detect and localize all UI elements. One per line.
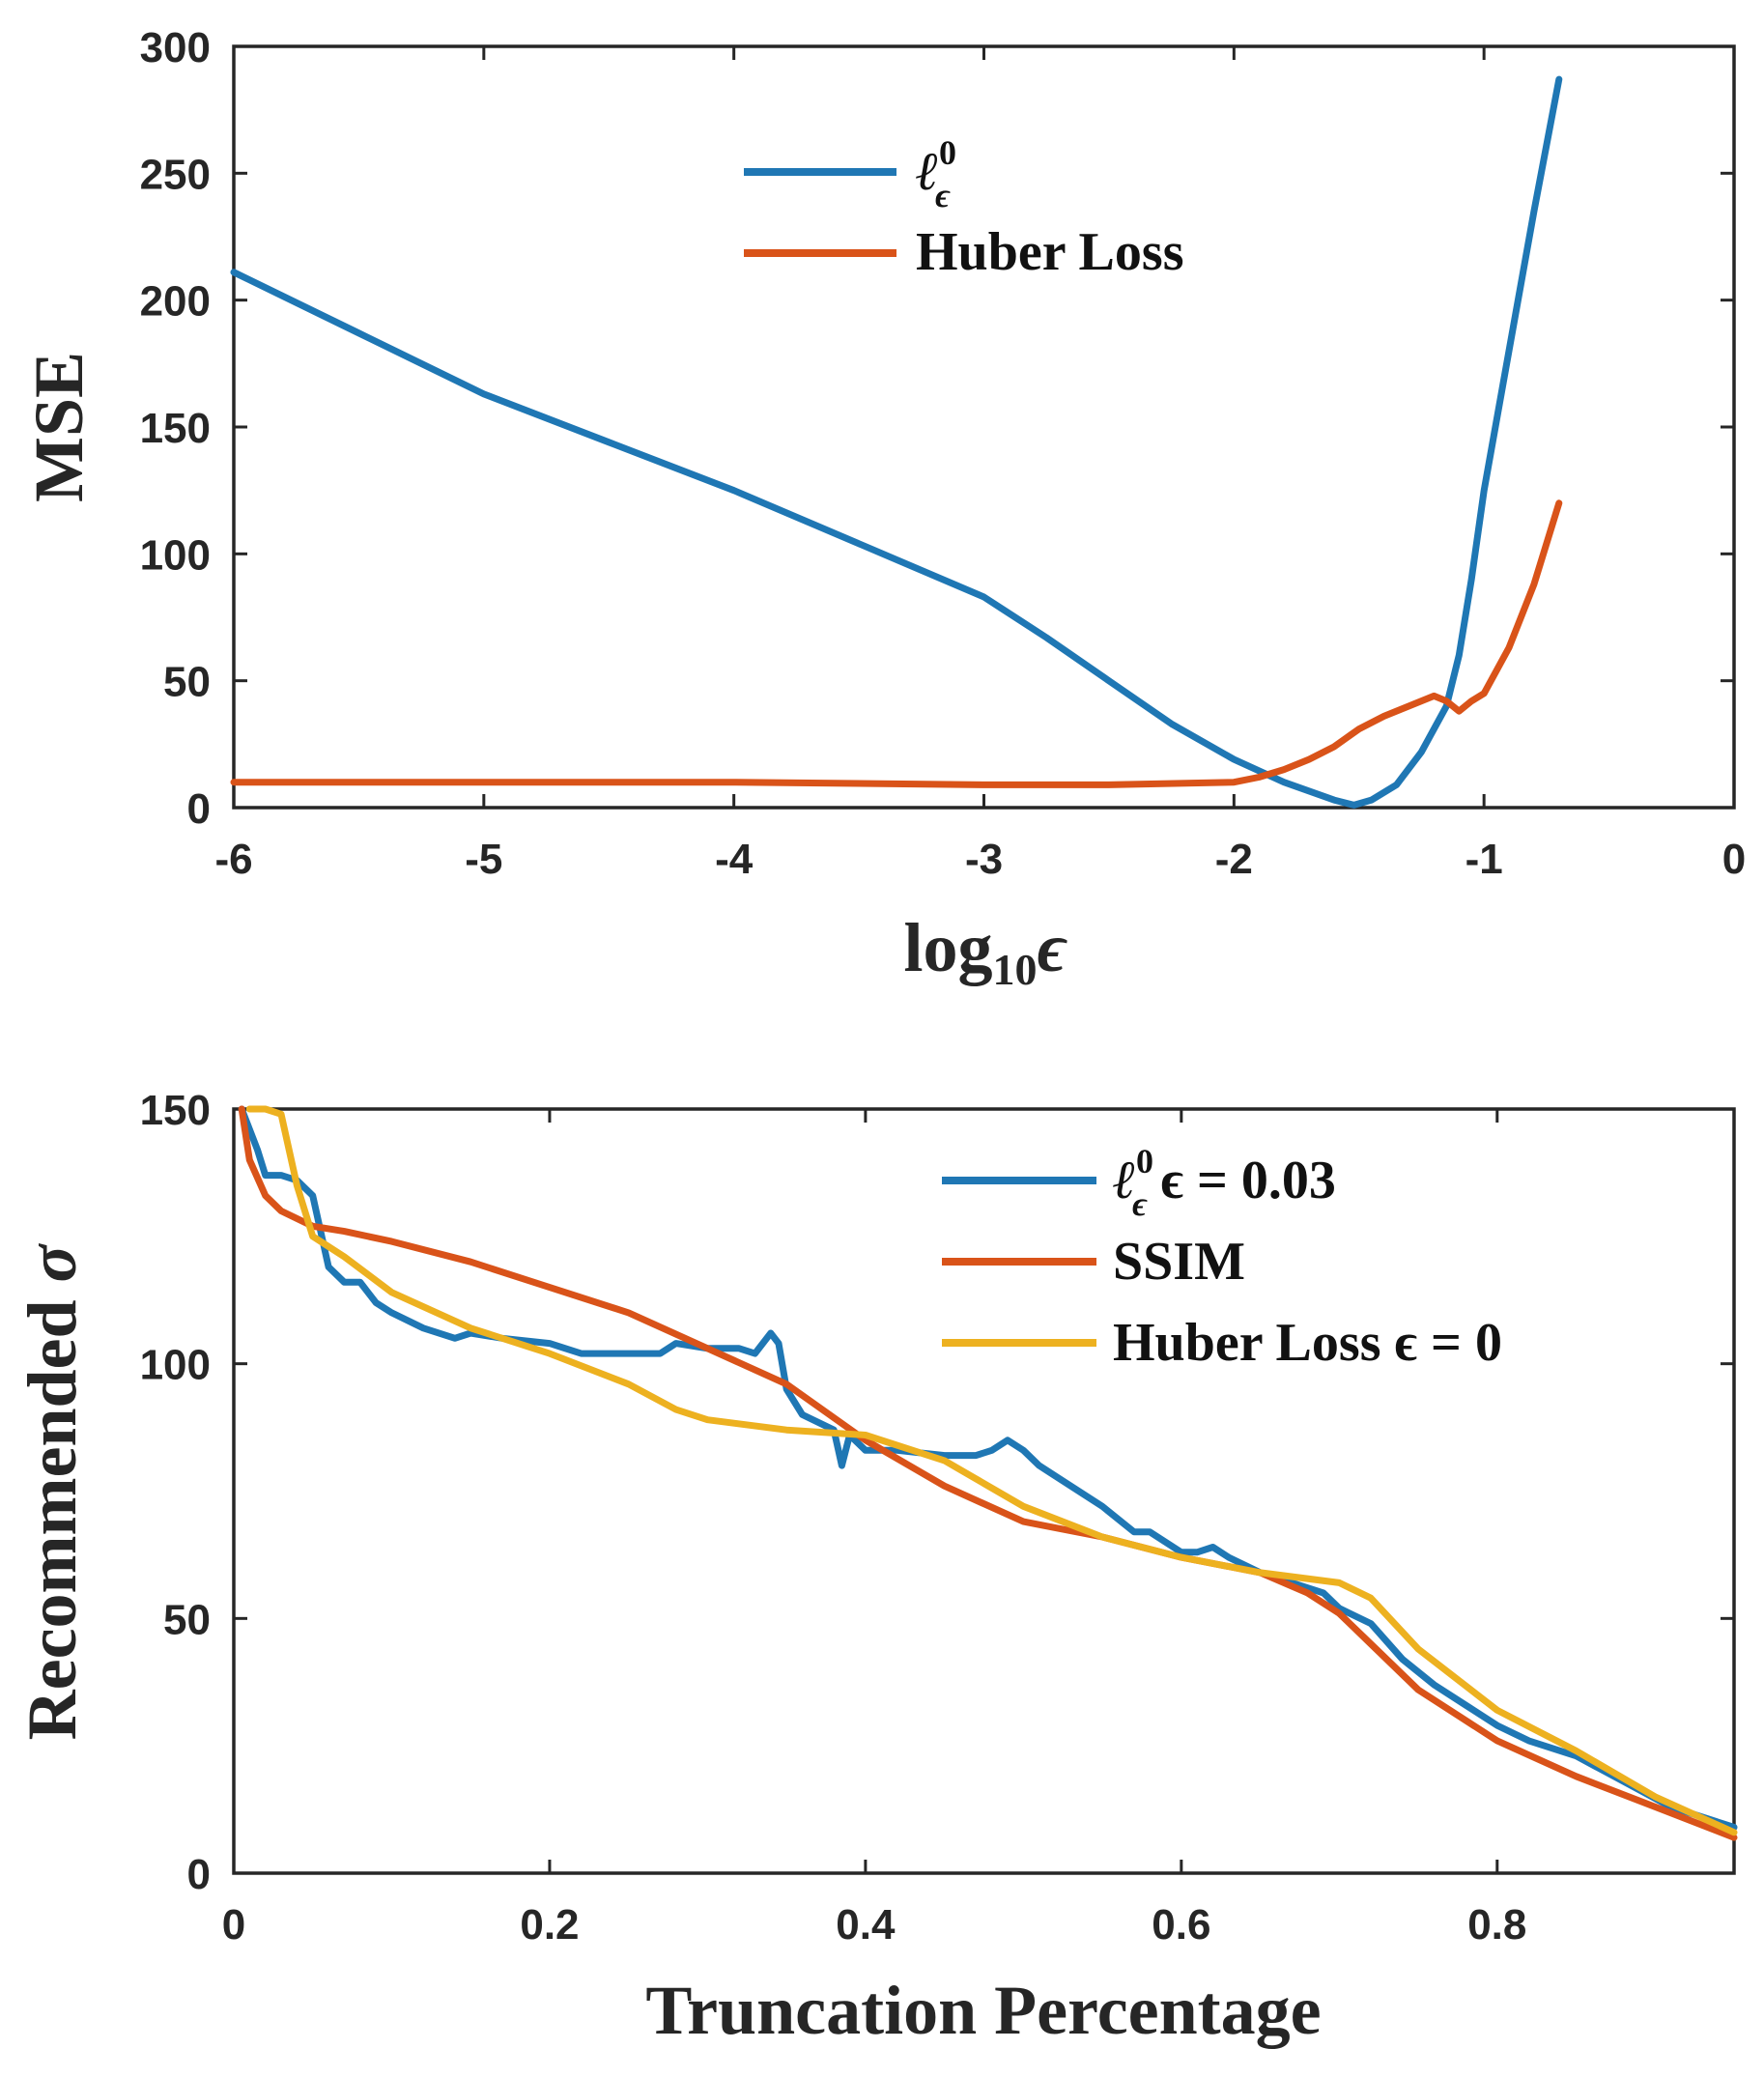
bottom-xtick-label: 0.4	[836, 1901, 896, 1949]
top-legend: ℓ0 ϵ Huber Loss	[744, 133, 1183, 282]
top-xtick-label: -3	[965, 836, 1003, 883]
top-ytick-label: 0	[187, 785, 211, 833]
legend-label-l0-eps: ℓ0 ϵ ϵ = 0.03	[1113, 1142, 1336, 1223]
bottom-axes-box	[232, 1107, 1736, 1875]
bottom-ytick-label: 0	[187, 1851, 211, 1898]
top-series-line-1	[230, 499, 1563, 788]
bottom-ticks: 0 0.2 0.4 0.6 0.8 0 50 100 150	[140, 1087, 1734, 1949]
bottom-series-line-2	[245, 1105, 1738, 1836]
top-x-axis-label: log10ϵ	[904, 909, 1068, 994]
top-xtick-label: -2	[1215, 836, 1253, 883]
top-xtick-label: 0	[1722, 836, 1746, 883]
bottom-xtick-label: 0.8	[1467, 1901, 1526, 1949]
bottom-series-line-0	[238, 1105, 1738, 1831]
bottom-series	[238, 1105, 1738, 1841]
top-series	[230, 75, 1563, 809]
bottom-ytick-label: 150	[140, 1087, 211, 1134]
chart-top: -6 -5 -4 -3 -2 -1 0 0 50 100 150 200 250 300 MSE log1…	[20, 24, 1746, 994]
top-xtick-label: -4	[715, 836, 754, 883]
top-y-axis-label: MSE	[20, 352, 98, 502]
bottom-legend: ℓ0 ϵ ϵ = 0.03 SSIM Huber Loss ϵ = 0	[942, 1142, 1502, 1373]
top-ytick-label: 50	[163, 659, 211, 706]
top-xtick-label: -5	[465, 836, 502, 883]
bottom-x-axis-label: Truncation Percentage	[645, 1972, 1321, 2049]
bottom-xtick-label: 0.6	[1152, 1901, 1210, 1949]
top-ytick-label: 150	[140, 405, 211, 452]
bottom-ytick-label: 100	[140, 1342, 211, 1389]
top-series-line-0	[230, 75, 1563, 809]
top-ytick-label: 300	[140, 24, 211, 71]
chart-bottom: 0 0.2 0.4 0.6 0.8 0 50 100 150 Recommended σ Tru…	[14, 1087, 1738, 2049]
legend-label-huber: Huber Loss	[916, 222, 1183, 282]
top-xtick-label: -6	[214, 836, 252, 883]
top-ticks: -6 -5 -4 -3 -2 -1 0 0 50 100 150 200 250 300	[140, 24, 1747, 883]
bottom-xtick-label: 0	[222, 1901, 245, 1949]
legend-label-l0: ℓ0 ϵ	[916, 133, 956, 214]
legend-label-huber-eps: Huber Loss ϵ = 0	[1113, 1313, 1502, 1373]
legend-label-ssim: SSIM	[1113, 1232, 1245, 1292]
bottom-xtick-label: 0.2	[520, 1901, 579, 1949]
top-xtick-label: -1	[1465, 836, 1503, 883]
bottom-series-line-1	[238, 1105, 1738, 1841]
bottom-ytick-label: 50	[163, 1596, 211, 1643]
top-axes-box	[232, 44, 1736, 810]
top-ytick-label: 200	[140, 278, 211, 326]
top-ytick-label: 100	[140, 531, 211, 579]
top-ytick-label: 250	[140, 151, 211, 198]
bottom-y-axis-label: Recommended σ	[14, 1242, 91, 1740]
